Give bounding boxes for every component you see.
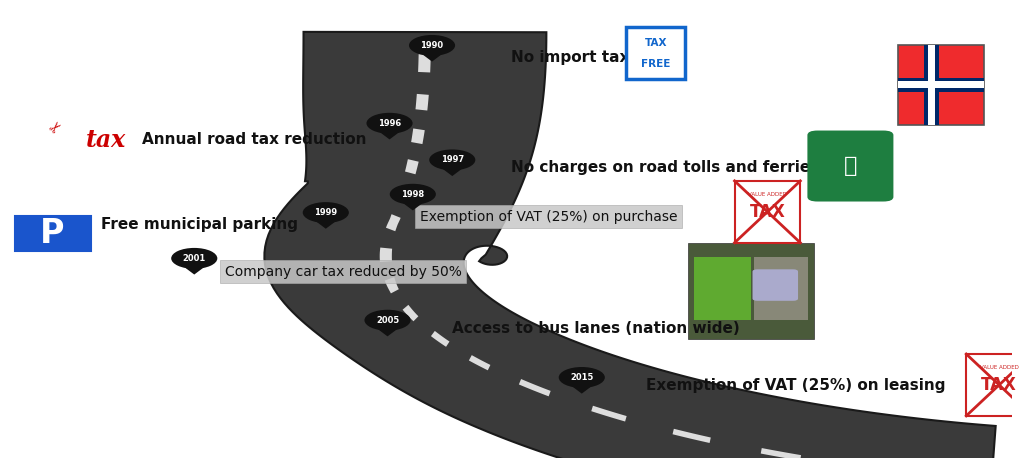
Circle shape (390, 184, 436, 205)
Polygon shape (418, 54, 431, 72)
Text: FREE: FREE (641, 60, 671, 70)
Circle shape (409, 35, 455, 56)
Polygon shape (182, 265, 207, 274)
Circle shape (303, 202, 349, 223)
Polygon shape (313, 219, 338, 229)
Polygon shape (400, 201, 425, 210)
Polygon shape (519, 379, 551, 396)
Circle shape (367, 113, 413, 134)
Text: P: P (40, 217, 65, 250)
Text: Annual road tax reduction: Annual road tax reduction (141, 132, 367, 147)
Circle shape (171, 248, 217, 269)
Polygon shape (385, 277, 398, 294)
Circle shape (559, 367, 605, 388)
Polygon shape (377, 130, 401, 139)
Polygon shape (406, 159, 419, 174)
Polygon shape (569, 384, 594, 393)
Text: ⛴: ⛴ (844, 156, 857, 176)
Text: VALUE ADDED: VALUE ADDED (980, 365, 1019, 370)
Text: No import tax: No import tax (511, 50, 630, 65)
Text: No charges on road tolls and ferries: No charges on road tolls and ferries (511, 160, 819, 174)
Polygon shape (761, 448, 801, 458)
Text: 2001: 2001 (182, 254, 206, 263)
Polygon shape (440, 167, 465, 176)
Text: Exemption of VAT (25%) on leasing: Exemption of VAT (25%) on leasing (645, 378, 945, 393)
FancyBboxPatch shape (754, 257, 808, 320)
Text: Access to bus lanes (nation wide): Access to bus lanes (nation wide) (453, 321, 740, 336)
Text: Free municipal parking: Free municipal parking (101, 217, 298, 232)
FancyBboxPatch shape (694, 257, 752, 320)
Polygon shape (469, 355, 490, 371)
Text: VALUE ADDED: VALUE ADDED (748, 192, 786, 197)
Polygon shape (416, 94, 429, 110)
Circle shape (429, 149, 475, 170)
Text: tax: tax (86, 128, 126, 152)
Text: 2015: 2015 (570, 373, 594, 382)
Text: 2005: 2005 (376, 316, 399, 325)
Circle shape (365, 310, 411, 331)
FancyBboxPatch shape (898, 45, 984, 125)
Text: 1997: 1997 (440, 155, 464, 164)
Polygon shape (420, 52, 444, 61)
FancyBboxPatch shape (967, 354, 1024, 416)
Polygon shape (397, 187, 411, 202)
FancyBboxPatch shape (734, 181, 801, 243)
Text: 1996: 1996 (378, 119, 401, 128)
Polygon shape (591, 406, 627, 421)
Text: 1999: 1999 (314, 208, 337, 217)
Polygon shape (411, 128, 425, 144)
FancyBboxPatch shape (753, 269, 798, 301)
Polygon shape (431, 331, 450, 347)
Text: TAX: TAX (644, 38, 667, 49)
FancyBboxPatch shape (898, 81, 984, 88)
Polygon shape (264, 32, 995, 458)
FancyBboxPatch shape (898, 77, 984, 92)
Text: 1990: 1990 (421, 41, 443, 50)
FancyBboxPatch shape (14, 217, 90, 251)
Text: Exemption of VAT (25%) on purchase: Exemption of VAT (25%) on purchase (420, 210, 678, 224)
FancyBboxPatch shape (627, 27, 685, 79)
FancyBboxPatch shape (928, 45, 935, 125)
Text: 1998: 1998 (401, 190, 424, 199)
Text: TAX: TAX (981, 376, 1017, 394)
Polygon shape (386, 214, 400, 231)
Polygon shape (402, 305, 419, 321)
Text: ✂: ✂ (46, 119, 66, 138)
Polygon shape (380, 247, 392, 262)
FancyBboxPatch shape (807, 131, 893, 202)
FancyBboxPatch shape (688, 243, 814, 339)
Polygon shape (673, 429, 711, 443)
Polygon shape (375, 327, 399, 336)
Text: TAX: TAX (750, 203, 785, 221)
Text: Company car tax reduced by 50%: Company car tax reduced by 50% (224, 265, 462, 278)
FancyBboxPatch shape (924, 45, 939, 125)
